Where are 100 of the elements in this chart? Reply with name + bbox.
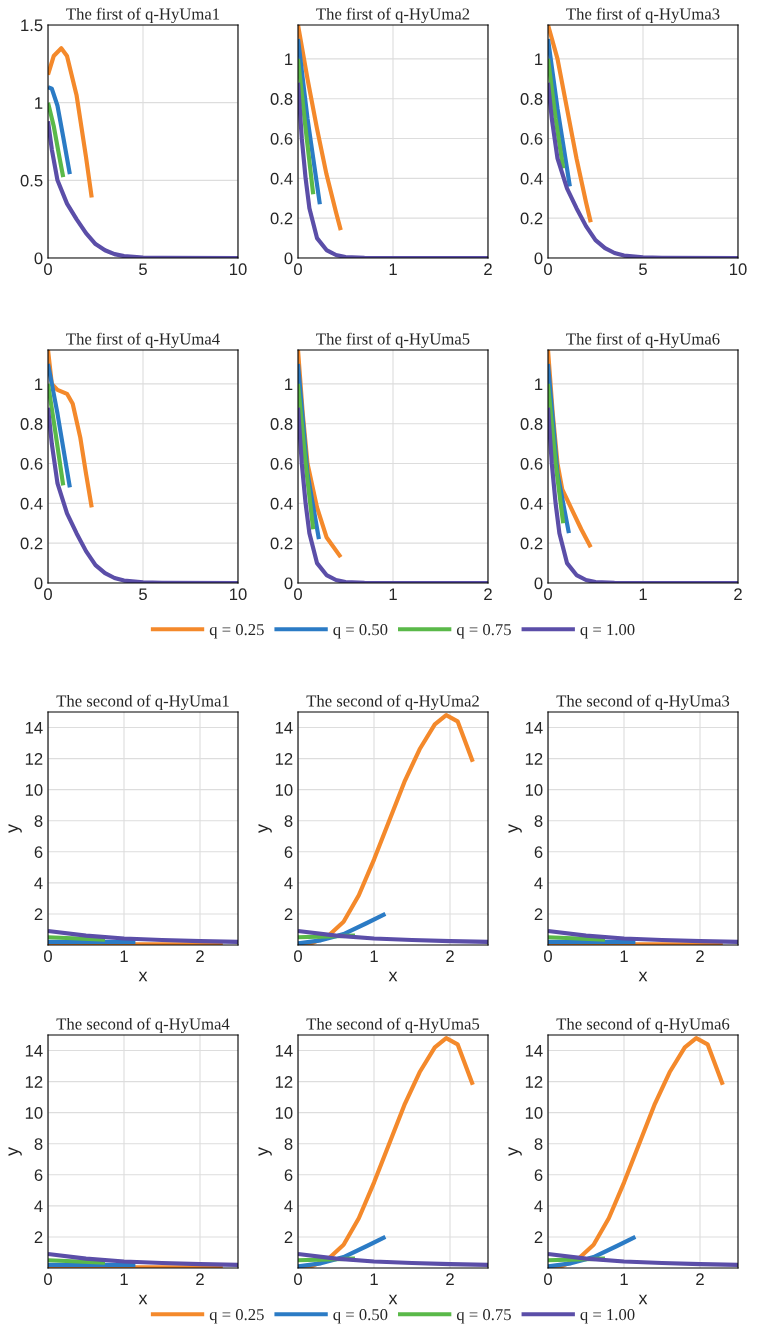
y-tick-label: 0.8 xyxy=(520,93,543,105)
y-tick-label: 0.6 xyxy=(270,457,293,470)
y-tick-label: 10 xyxy=(525,1107,543,1119)
y-tick-label: 10 xyxy=(25,1107,43,1119)
x-tick-label: 0 xyxy=(44,588,52,601)
y-tick-label: 0.6 xyxy=(20,457,43,470)
x-tick-label: 0 xyxy=(294,1273,302,1286)
y-tick-label: 0.8 xyxy=(20,418,43,430)
y-tick-label: 12 xyxy=(25,753,43,765)
y-axis-title: y xyxy=(508,1147,522,1156)
chart-title: The second of q-HyUma4 xyxy=(56,1017,230,1034)
y-tick-label: 0 xyxy=(34,252,43,265)
y-tick-label: 2 xyxy=(284,1231,293,1243)
y-tick-label: 10 xyxy=(275,784,293,796)
y-tick-label: 0 xyxy=(534,252,543,265)
legend-label: q = 0.25 xyxy=(209,1308,264,1324)
y-tick-label: 4 xyxy=(534,877,543,889)
y-tick-label: 1 xyxy=(35,378,43,390)
y-axis-title: y xyxy=(258,1147,272,1156)
y-tick-label: 0.4 xyxy=(520,172,543,185)
x-tick-label: 0 xyxy=(294,588,302,601)
x-tick-label: 5 xyxy=(139,588,147,601)
y-tick-label: 0.2 xyxy=(270,537,293,550)
y-tick-label: 6 xyxy=(284,846,293,858)
y-tick-label: 8 xyxy=(34,815,43,827)
x-tick-label: 0 xyxy=(544,1273,552,1286)
chart-title: The second of q-HyUma6 xyxy=(556,1017,730,1034)
x-axis-title: x xyxy=(388,971,398,982)
y-tick-label: 0.2 xyxy=(20,537,43,550)
y-tick-label: 4 xyxy=(284,1200,293,1212)
y-tick-label: 2 xyxy=(34,1231,43,1243)
line-series xyxy=(48,100,66,180)
y-tick-label: 4 xyxy=(284,877,293,889)
x-tick-label: 1 xyxy=(120,950,128,962)
y-axis-title: y xyxy=(8,824,22,833)
y-tick-label: 0.8 xyxy=(520,418,543,430)
x-tick-label: 2 xyxy=(446,950,454,962)
y-tick-label: 0.4 xyxy=(520,497,543,510)
x-tick-label: 1 xyxy=(120,1273,128,1285)
y-tick-label: 12 xyxy=(275,1076,293,1088)
x-tick-label: 2 xyxy=(196,1273,204,1285)
x-tick-label: 2 xyxy=(446,1273,454,1285)
y-tick-label: 8 xyxy=(284,1138,293,1150)
x-tick-label: 2 xyxy=(484,588,492,600)
chart-title: The first of q-HyUma6 xyxy=(566,332,720,349)
x-axis-title: x xyxy=(138,971,148,982)
chart-title: The first of q-HyUma3 xyxy=(566,7,720,24)
legend-label: q = 0.75 xyxy=(456,623,511,639)
x-tick-label: 1 xyxy=(620,950,628,962)
y-tick-label: 0.6 xyxy=(270,132,293,145)
y-tick-label: 0.2 xyxy=(520,537,543,550)
y-tick-label: 0 xyxy=(534,577,543,590)
y-tick-label: 4 xyxy=(534,1200,543,1212)
y-tick-label: 0.8 xyxy=(270,418,293,430)
y-tick-label: 14 xyxy=(275,722,293,734)
line-series xyxy=(548,25,593,225)
y-tick-label: 10 xyxy=(525,784,543,796)
y-tick-label: 14 xyxy=(275,1045,293,1057)
y-tick-label: 0.4 xyxy=(20,497,43,510)
x-tick-label: 0 xyxy=(44,1273,52,1286)
y-tick-label: 0 xyxy=(284,252,293,265)
x-axis-title: x xyxy=(138,1294,148,1305)
legend-label: q = 0.25 xyxy=(209,623,264,639)
y-tick-label: 12 xyxy=(275,753,293,765)
y-tick-label: 6 xyxy=(534,1169,543,1181)
chart-title: The first of q-HyUma5 xyxy=(316,332,470,349)
x-tick-label: 0 xyxy=(44,950,52,963)
x-tick-label: 2 xyxy=(696,950,704,962)
x-tick-label: 5 xyxy=(639,263,647,276)
x-axis-title: x xyxy=(388,1294,398,1305)
chart-title: The first of q-HyUma4 xyxy=(66,332,220,349)
x-tick-label: 1 xyxy=(639,588,647,600)
y-tick-label: 12 xyxy=(25,1076,43,1088)
y-tick-label: 4 xyxy=(34,1200,43,1212)
x-tick-label: 1 xyxy=(389,263,397,275)
x-tick-label: 2 xyxy=(196,950,204,962)
chart-title: The second of q-HyUma2 xyxy=(306,694,479,711)
y-tick-label: 1 xyxy=(35,97,43,109)
y-tick-label: 8 xyxy=(534,815,543,827)
y-tick-label: 1 xyxy=(535,378,543,390)
x-axis-title: x xyxy=(638,1294,648,1305)
x-tick-label: 0 xyxy=(544,588,552,601)
line-series xyxy=(48,46,94,200)
y-tick-label: 0 xyxy=(284,577,293,590)
y-tick-label: 1.5 xyxy=(21,19,43,32)
y-tick-label: 0.2 xyxy=(520,212,543,225)
x-tick-label: 1 xyxy=(389,588,397,600)
y-axis-title: y xyxy=(258,824,272,833)
x-tick-label: 5 xyxy=(139,263,147,276)
chart-title: The second of q-HyUma1 xyxy=(56,694,229,711)
y-tick-label: 6 xyxy=(284,1169,293,1181)
y-tick-label: 2 xyxy=(534,908,543,920)
y-tick-label: 14 xyxy=(525,1045,543,1057)
x-tick-label: 1 xyxy=(370,1273,378,1285)
x-tick-label: 0 xyxy=(44,263,52,276)
y-axis-title: y xyxy=(508,824,522,833)
y-tick-label: 2 xyxy=(284,908,293,920)
chart-title: The first of q-HyUma2 xyxy=(316,7,470,24)
x-tick-label: 1 xyxy=(370,950,378,962)
legend-label: q = 0.50 xyxy=(333,623,388,639)
